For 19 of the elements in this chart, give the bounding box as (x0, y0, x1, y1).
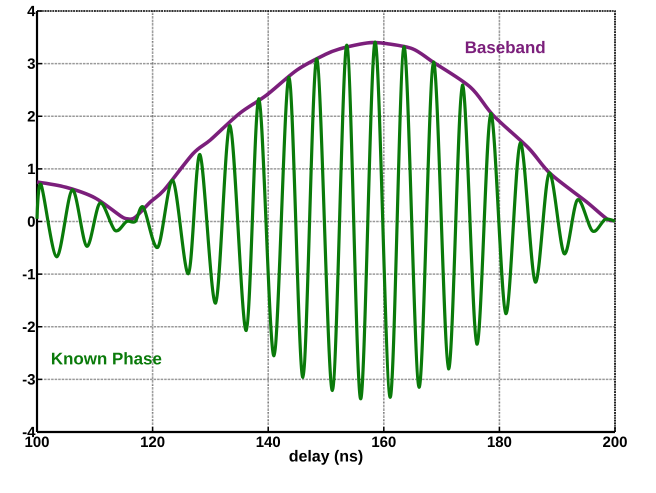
y-tick-label: 4 (27, 6, 36, 16)
y-tick-label: -1 (22, 268, 36, 280)
y-tick-label: 0 (28, 216, 35, 227)
y-tick-label: -3 (22, 374, 35, 385)
series-label: Baseband (466, 40, 545, 54)
y-tick-label: 1 (28, 164, 36, 174)
x-tick-label: 120 (141, 436, 164, 448)
y-tick-label: -2 (22, 322, 35, 332)
x-tick-label: 200 (603, 436, 627, 448)
x-tick-label: 180 (488, 436, 512, 448)
x-tick-label: 140 (256, 436, 280, 448)
text: Known Phase (52, 352, 162, 365)
y-tick-label: 2 (28, 111, 35, 122)
x-tick-label: 100 (25, 436, 49, 448)
y-tick-label: -4 (22, 426, 36, 438)
x-axis-title: delay (ns) (289, 450, 362, 465)
line-series (35, 40, 617, 400)
y-tick-label: 3 (28, 58, 35, 69)
x-tick-label: 160 (372, 436, 396, 448)
